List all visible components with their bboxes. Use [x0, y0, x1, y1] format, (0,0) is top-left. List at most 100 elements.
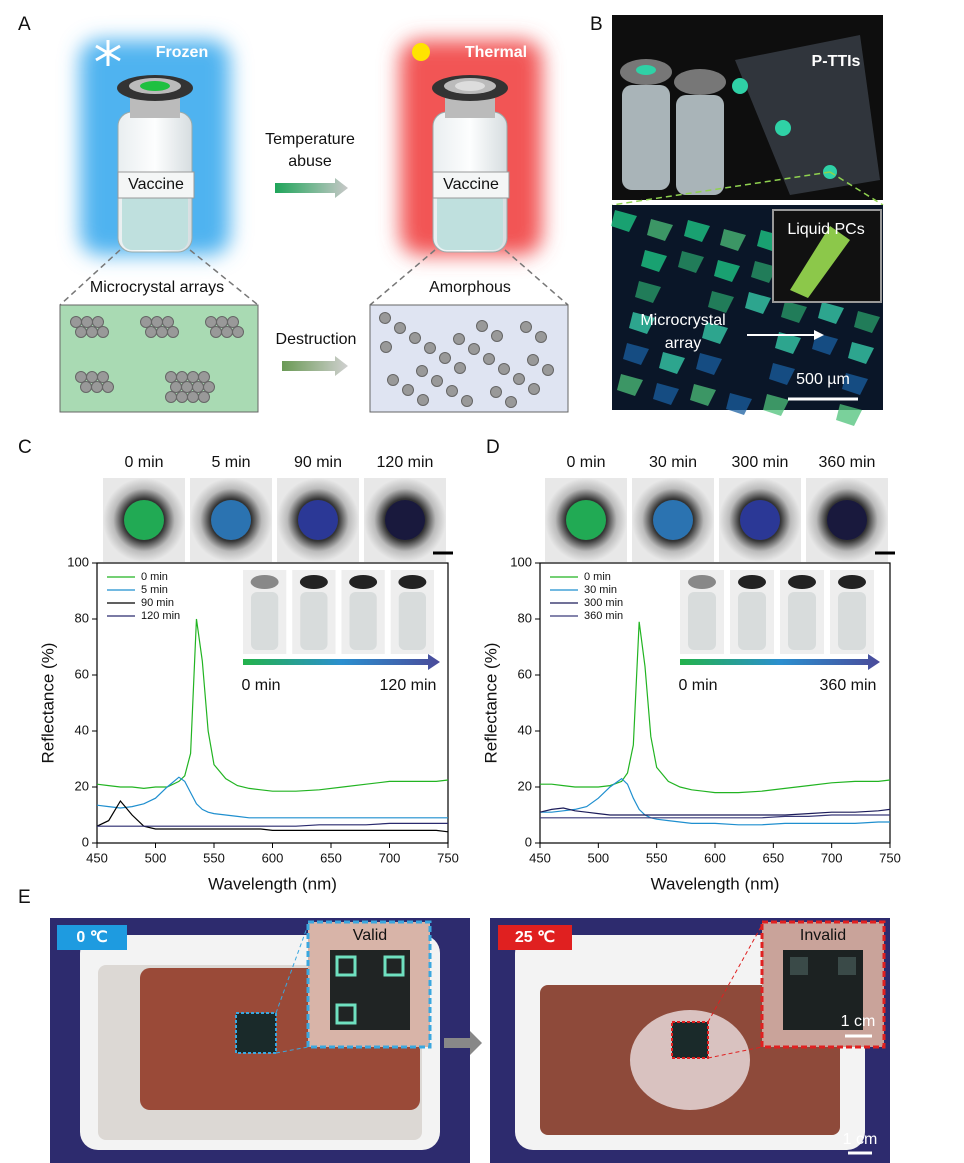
time-arrow	[243, 654, 440, 670]
sphere	[461, 395, 473, 407]
crystal-patch	[751, 261, 777, 283]
y-tick-label: 60	[518, 666, 532, 681]
sphere	[176, 371, 188, 383]
snowflake-icon	[95, 40, 121, 66]
arrow-label: abuse	[288, 153, 332, 170]
crystal-patch	[848, 342, 874, 364]
inset-cap	[299, 575, 328, 589]
sphere	[91, 381, 103, 393]
sphere	[505, 396, 517, 408]
inset-vial	[398, 592, 426, 650]
crystal-patch	[617, 374, 643, 396]
sphere	[162, 316, 174, 328]
series-line	[540, 621, 891, 794]
inset-label: 360 min	[820, 677, 877, 694]
zoom-line	[275, 1046, 309, 1054]
inset-label: Liquid PCs	[787, 221, 864, 238]
legend-label: 5 min	[141, 584, 168, 596]
legend-label: 0 min	[141, 571, 168, 583]
vial	[432, 75, 510, 253]
arrow	[275, 178, 348, 198]
sphere	[227, 316, 239, 328]
crystal-patch	[818, 302, 844, 324]
series-line	[539, 807, 891, 816]
inset-cap	[788, 575, 816, 589]
crystal-patch	[678, 251, 704, 273]
panel-a: A Frozen Thermal Vaccine	[18, 14, 569, 413]
y-tick-label: 80	[75, 610, 89, 625]
inset-crystal	[790, 226, 850, 298]
sphere	[176, 391, 188, 403]
qr-finder	[790, 957, 808, 975]
sphere	[203, 381, 215, 393]
sphere	[417, 394, 429, 406]
film	[735, 35, 880, 195]
series-line	[540, 814, 890, 819]
sphere	[97, 371, 109, 383]
legend-label: 360 min	[584, 610, 623, 622]
tag	[671, 1021, 709, 1059]
inset-vial	[788, 592, 816, 650]
arrow-head	[814, 330, 824, 340]
inset-label: 120 min	[380, 677, 437, 694]
qr-finder	[383, 955, 405, 977]
x-tick-label: 700	[821, 850, 843, 865]
sphere	[520, 321, 532, 333]
crystal-patch	[769, 363, 795, 385]
frozen-label: Frozen	[156, 44, 208, 61]
x-axis-title: Wavelength (nm)	[651, 874, 780, 893]
sphere	[491, 330, 503, 342]
photo-label: 360 min	[819, 454, 876, 471]
sphere	[75, 326, 87, 338]
y-tick-label: 100	[510, 554, 532, 569]
sphere	[394, 322, 406, 334]
sphere	[542, 364, 554, 376]
y-tick-label: 0	[82, 834, 89, 849]
sphere	[498, 363, 510, 375]
photo-dot	[653, 500, 693, 540]
qr-finder	[838, 957, 856, 975]
sphere	[221, 326, 233, 338]
sphere	[490, 386, 502, 398]
time-arrow	[680, 654, 880, 670]
inset-cap	[250, 575, 279, 589]
crystal-patch	[836, 404, 862, 426]
sphere	[70, 316, 82, 328]
crystal-patch	[629, 312, 655, 334]
sphere	[468, 343, 480, 355]
vial-label: Vaccine	[443, 176, 499, 193]
x-tick-label: 600	[262, 850, 284, 865]
y-tick-label: 20	[518, 778, 532, 793]
sphere	[453, 333, 465, 345]
inset-cap	[349, 575, 378, 589]
spheres	[70, 312, 554, 408]
sphere	[81, 316, 93, 328]
sphere	[198, 371, 210, 383]
inset-label: 0 min	[678, 677, 717, 694]
sphere	[102, 381, 114, 393]
photo-dot	[124, 500, 164, 540]
vial-label: Vaccine	[128, 176, 184, 193]
photo-dot	[211, 500, 251, 540]
crystal-patch	[641, 250, 667, 272]
zoom-line	[707, 924, 763, 1023]
photo-label: 90 min	[294, 454, 342, 471]
zoom-lines	[611, 171, 884, 206]
legend-label: 120 min	[141, 610, 180, 622]
sphere	[527, 354, 539, 366]
arrow	[444, 1031, 482, 1055]
photo-dot	[385, 500, 425, 540]
photo-label: 5 min	[211, 454, 250, 471]
series-line	[96, 618, 449, 792]
vials-photo	[620, 59, 837, 195]
y-tick-label: 40	[518, 722, 532, 737]
x-tick-label: 650	[320, 850, 342, 865]
crystal-patch	[726, 393, 752, 415]
sphere	[483, 353, 495, 365]
x-tick-label: 550	[203, 850, 225, 865]
qr-code	[330, 950, 410, 1030]
inset-cap	[738, 575, 766, 589]
sphere	[92, 316, 104, 328]
